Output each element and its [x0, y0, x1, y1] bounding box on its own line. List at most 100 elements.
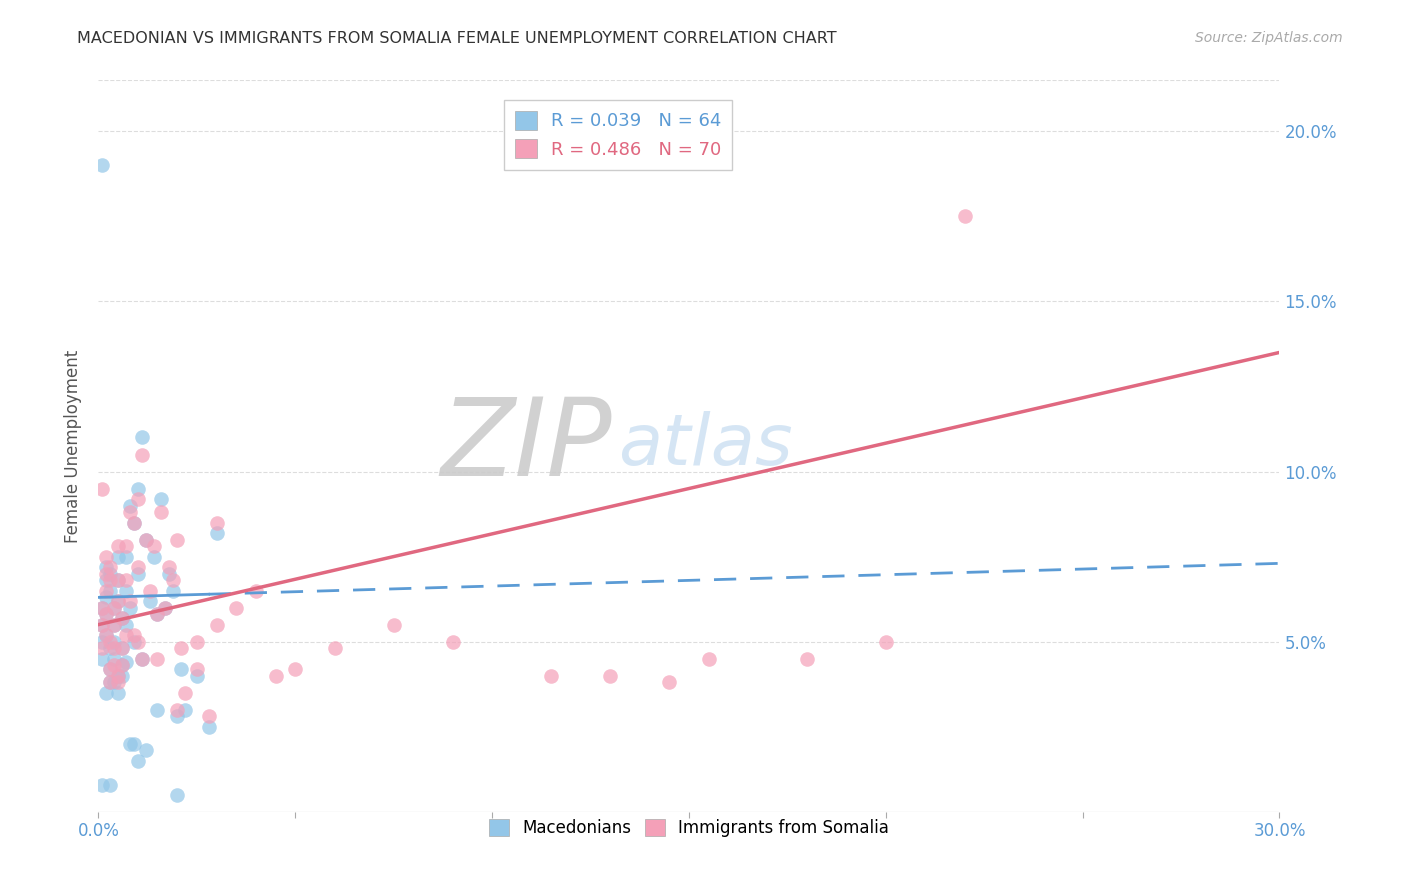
Point: [174, 703, 197, 717]
Point: [205, 617, 228, 632]
Point: [186, 668, 208, 682]
Point: [91, 617, 114, 632]
Point: [264, 668, 287, 682]
Point: [131, 430, 153, 444]
Point: [122, 516, 145, 530]
Point: [91, 482, 114, 496]
Point: [103, 658, 125, 673]
Point: [205, 525, 228, 540]
Point: [118, 499, 141, 513]
Point: [146, 607, 169, 622]
Point: [111, 658, 134, 673]
Point: [135, 533, 157, 547]
Point: [131, 448, 153, 462]
Point: [953, 210, 976, 224]
Point: [157, 566, 180, 581]
Y-axis label: Female Unemployment: Female Unemployment: [63, 350, 82, 542]
Point: [91, 600, 114, 615]
Point: [98, 566, 121, 581]
Point: [96, 607, 118, 622]
Point: [146, 607, 169, 622]
Point: [98, 634, 121, 648]
Point: [111, 611, 134, 625]
Point: [107, 549, 129, 564]
Point: [107, 574, 129, 588]
Point: [599, 668, 621, 682]
Point: [150, 491, 173, 506]
Point: [107, 686, 129, 700]
Point: [122, 737, 145, 751]
Point: [186, 662, 208, 676]
Point: [96, 607, 118, 622]
Point: [127, 566, 149, 581]
Point: [96, 559, 118, 574]
Point: [127, 482, 149, 496]
Point: [323, 641, 346, 656]
Point: [122, 516, 145, 530]
Point: [118, 505, 141, 519]
Point: [96, 566, 118, 581]
Point: [96, 583, 118, 598]
Text: Source: ZipAtlas.com: Source: ZipAtlas.com: [1195, 31, 1343, 45]
Point: [103, 651, 125, 665]
Point: [103, 617, 125, 632]
Point: [284, 662, 307, 676]
Point: [103, 641, 125, 656]
Point: [186, 634, 208, 648]
Point: [98, 777, 121, 791]
Point: [91, 777, 114, 791]
Point: [875, 634, 897, 648]
Point: [111, 641, 134, 656]
Point: [540, 668, 562, 682]
Point: [103, 617, 125, 632]
Point: [107, 594, 129, 608]
Point: [91, 617, 114, 632]
Point: [197, 720, 219, 734]
Point: [122, 628, 145, 642]
Point: [115, 583, 138, 598]
Point: [98, 675, 121, 690]
Point: [115, 655, 138, 669]
Point: [96, 628, 118, 642]
Point: [131, 651, 153, 665]
Point: [91, 651, 114, 665]
Point: [131, 651, 153, 665]
Point: [135, 533, 157, 547]
Point: [98, 559, 121, 574]
Point: [118, 737, 141, 751]
Point: [91, 158, 114, 172]
Point: [170, 641, 193, 656]
Point: [91, 634, 114, 648]
Point: [98, 583, 121, 598]
Point: [166, 533, 188, 547]
Point: [115, 574, 138, 588]
Point: [155, 600, 177, 615]
Point: [225, 600, 247, 615]
Point: [138, 583, 160, 598]
Text: MACEDONIAN VS IMMIGRANTS FROM SOMALIA FEMALE UNEMPLOYMENT CORRELATION CHART: MACEDONIAN VS IMMIGRANTS FROM SOMALIA FE…: [77, 31, 837, 46]
Point: [107, 668, 129, 682]
Point: [96, 686, 118, 700]
Point: [127, 559, 149, 574]
Point: [103, 600, 125, 615]
Point: [115, 617, 138, 632]
Point: [174, 686, 197, 700]
Point: [150, 505, 173, 519]
Point: [127, 491, 149, 506]
Point: [382, 617, 405, 632]
Point: [170, 662, 193, 676]
Point: [697, 651, 720, 665]
Point: [98, 662, 121, 676]
Point: [98, 574, 121, 588]
Point: [135, 743, 157, 757]
Point: [441, 634, 464, 648]
Point: [103, 675, 125, 690]
Point: [111, 641, 134, 656]
Point: [658, 675, 681, 690]
Point: [138, 594, 160, 608]
Text: ZIP: ZIP: [440, 393, 612, 499]
Point: [96, 574, 118, 588]
Point: [96, 591, 118, 605]
Point: [157, 559, 180, 574]
Point: [197, 709, 219, 723]
